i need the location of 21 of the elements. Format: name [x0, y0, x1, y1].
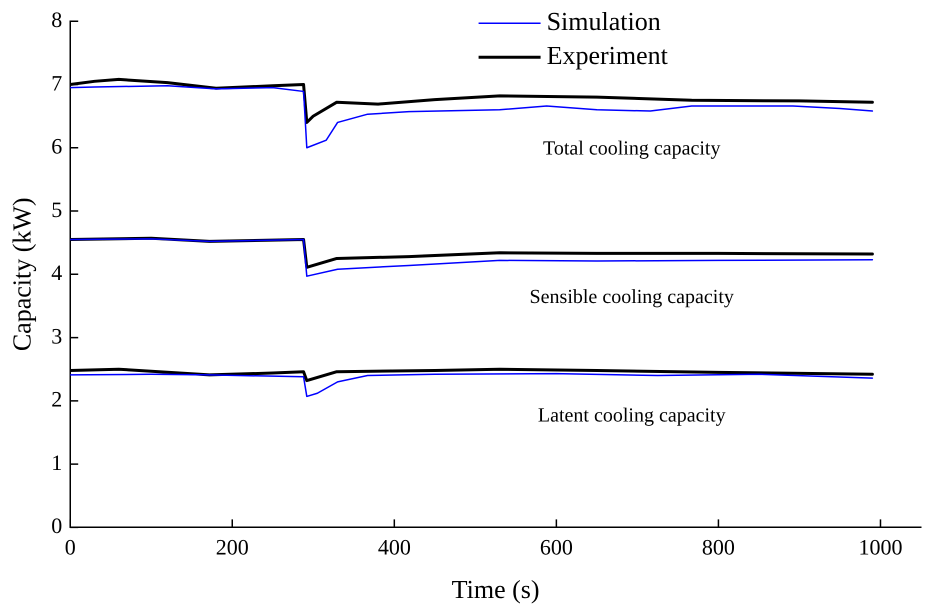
- legend-label: Simulation: [546, 7, 661, 36]
- y-tick-label: 2: [51, 386, 62, 412]
- y-tick-label: 5: [51, 196, 62, 222]
- y-tick-label: 8: [51, 6, 62, 32]
- x-tick-label: 800: [702, 534, 735, 560]
- annotation: Total cooling capacity: [543, 137, 720, 160]
- y-axis-title: Capacity (kW): [7, 197, 36, 352]
- annotation: Sensible cooling capacity: [530, 286, 734, 308]
- y-tick-label: 0: [51, 513, 62, 538]
- x-tick-label: 200: [216, 534, 249, 560]
- annotation: Latent cooling capacity: [538, 404, 726, 426]
- legend-label: Experiment: [546, 41, 669, 70]
- y-tick-label: 4: [51, 260, 62, 286]
- x-tick-label: 1000: [858, 534, 902, 560]
- y-tick-label: 6: [51, 134, 62, 159]
- x-tick-label: 600: [540, 534, 573, 560]
- x-axis-title: Time (s): [452, 575, 540, 604]
- x-tick-label: 400: [378, 534, 411, 560]
- y-tick-label: 7: [51, 70, 62, 96]
- y-tick-label: 1: [51, 450, 62, 475]
- y-tick-label: 3: [51, 323, 62, 348]
